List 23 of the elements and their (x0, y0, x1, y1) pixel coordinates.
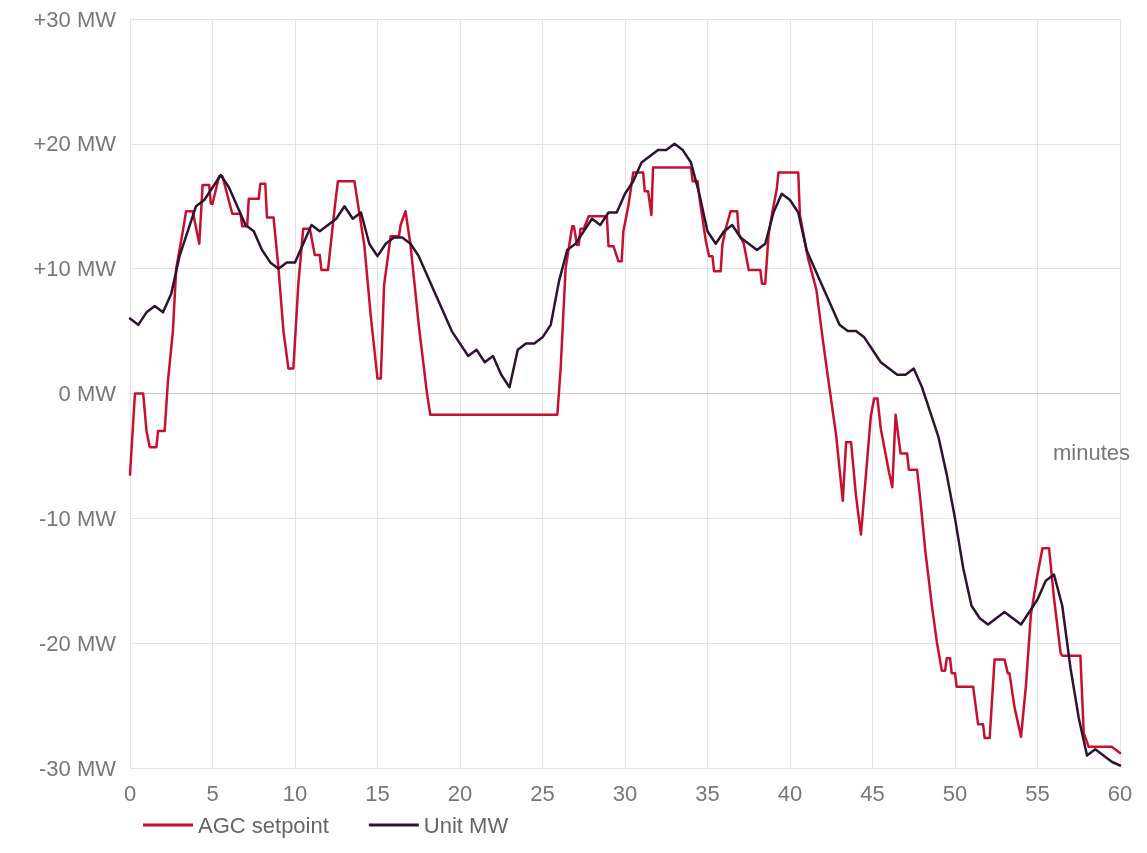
y-tick-label: +20 MW (33, 131, 117, 157)
x-tick-label: 20 (447, 780, 473, 806)
x-tick-label: 15 (365, 780, 390, 806)
legend-label: AGC setpoint (198, 812, 329, 838)
x-tick-label: 10 (282, 780, 308, 806)
x-tick-label: 0 (123, 780, 137, 806)
x-tick-label: 50 (942, 780, 968, 806)
y-tick-label: +10 MW (33, 256, 117, 282)
x-tick-label: 30 (612, 780, 638, 806)
y-tick-label: -10 MW (39, 505, 117, 531)
x-tick-label: 60 (1107, 780, 1133, 806)
y-tick-label: -20 MW (39, 630, 117, 656)
x-tick-label: 55 (1025, 780, 1050, 806)
x-tick-label: 25 (530, 780, 555, 806)
x-tick-label: 45 (860, 780, 885, 806)
x-tick-label: 40 (777, 780, 803, 806)
legend-label: Unit MW (423, 812, 509, 838)
y-tick-label: 0 MW (58, 381, 117, 406)
x-axis-title: minutes (1052, 440, 1130, 465)
x-tick-label: 35 (695, 780, 720, 806)
y-tick-label: +30 MW (33, 6, 117, 32)
x-tick-label: 5 (206, 780, 219, 806)
y-tick-label: -30 MW (39, 755, 117, 781)
